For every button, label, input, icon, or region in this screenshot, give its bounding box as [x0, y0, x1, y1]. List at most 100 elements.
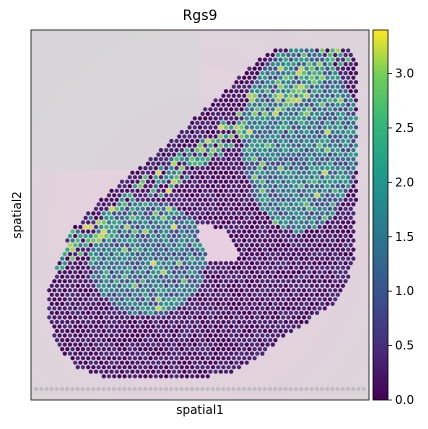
spot: [162, 198, 166, 202]
spot: [201, 157, 205, 161]
spot: [175, 202, 179, 206]
spot: [65, 320, 69, 324]
spot: [120, 198, 124, 202]
spot: [175, 157, 179, 161]
spot: [245, 207, 249, 211]
spot: [177, 361, 181, 365]
spot: [141, 198, 145, 202]
spot: [211, 211, 215, 215]
spot: [162, 297, 166, 301]
spot: [323, 180, 327, 184]
spot: [99, 261, 103, 265]
spot: [302, 171, 306, 175]
spot: [354, 62, 358, 66]
spot: [107, 238, 111, 242]
spot: [156, 297, 160, 301]
spot: [99, 343, 103, 347]
spot: [234, 189, 238, 193]
spot: [289, 67, 293, 71]
spot: [227, 94, 231, 98]
spot: [164, 175, 168, 179]
spot: [346, 275, 350, 279]
spot: [297, 306, 301, 310]
spot: [128, 302, 132, 306]
spot: [229, 324, 233, 328]
spot: [336, 121, 340, 125]
spot: [164, 284, 168, 288]
spot: [354, 116, 358, 120]
spot: [276, 270, 280, 274]
spot: [156, 189, 160, 193]
spot: [299, 94, 303, 98]
spot: [128, 284, 132, 288]
spot: [325, 112, 329, 116]
spot: [255, 89, 259, 93]
spot: [203, 370, 207, 374]
spot: [65, 302, 69, 306]
spot: [289, 121, 293, 125]
spot: [328, 288, 332, 292]
spot: [305, 220, 309, 224]
spot: [349, 107, 353, 111]
spot: [81, 220, 85, 224]
spot: [102, 320, 106, 324]
spot: [242, 94, 246, 98]
spot: [162, 225, 166, 229]
spot: [125, 343, 129, 347]
spot: [201, 193, 205, 197]
spot: [180, 275, 184, 279]
spot: [255, 343, 259, 347]
spot: [216, 121, 220, 125]
spot: [149, 347, 153, 351]
spot: [110, 315, 114, 319]
spot: [76, 365, 80, 369]
spot: [344, 252, 348, 256]
spot: [136, 189, 140, 193]
spot: [195, 257, 199, 261]
spot: [305, 320, 309, 324]
spot: [73, 270, 77, 274]
spot: [229, 270, 233, 274]
background-spot: [117, 387, 121, 391]
spot: [328, 125, 332, 129]
spot: [156, 288, 160, 292]
spot: [117, 293, 121, 297]
spot: [294, 184, 298, 188]
spot: [172, 306, 176, 310]
spot: [162, 252, 166, 256]
spot: [136, 180, 140, 184]
spot: [338, 252, 342, 256]
spot: [273, 76, 277, 80]
spot: [351, 103, 355, 107]
spot: [68, 297, 72, 301]
spot: [190, 166, 194, 170]
spot: [344, 234, 348, 238]
spot: [102, 220, 106, 224]
spot: [354, 98, 358, 102]
spot: [185, 238, 189, 242]
spot: [162, 207, 166, 211]
spot: [110, 270, 114, 274]
spot: [55, 320, 59, 324]
spot: [216, 112, 220, 116]
spot: [216, 202, 220, 206]
spot: [71, 311, 75, 315]
spot: [292, 53, 296, 57]
spot: [159, 193, 163, 197]
spot: [151, 343, 155, 347]
spot: [125, 279, 129, 283]
spot: [138, 220, 142, 224]
spot: [229, 116, 233, 120]
spot: [315, 284, 319, 288]
spot: [136, 288, 140, 292]
spot: [143, 184, 147, 188]
spot: [263, 112, 267, 116]
spot: [102, 338, 106, 342]
spot: [245, 80, 249, 84]
spot: [123, 248, 127, 252]
spot: [185, 293, 189, 297]
spot: [227, 266, 231, 270]
spot: [123, 275, 127, 279]
spot: [331, 94, 335, 98]
spot: [289, 148, 293, 152]
